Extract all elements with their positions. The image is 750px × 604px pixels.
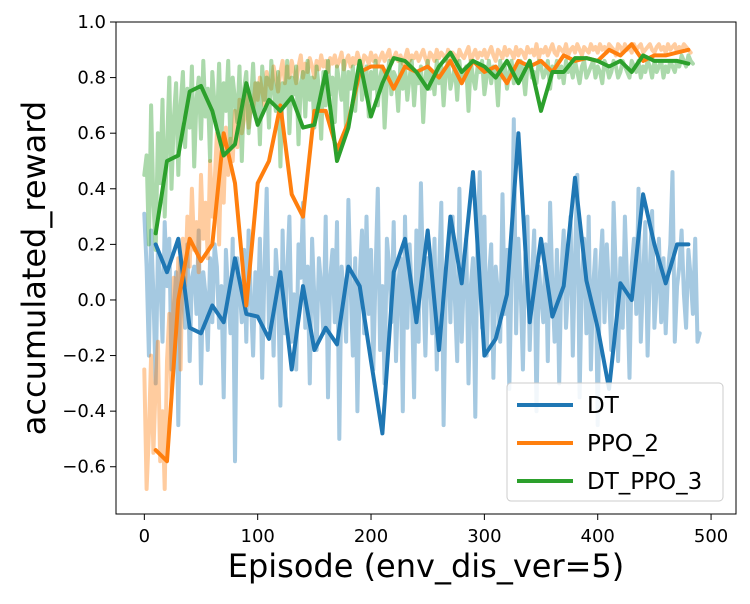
y-tick-label: 0.2 xyxy=(77,234,106,255)
y-tick-label: 1.0 xyxy=(77,12,106,33)
x-tick-label: 0 xyxy=(139,526,150,547)
smooth-line-ppo-2 xyxy=(153,42,691,464)
x-tick-label: 100 xyxy=(241,526,275,547)
x-axis-label: Episode (env_dis_ver=5) xyxy=(228,547,625,585)
x-tick-label: 200 xyxy=(354,526,388,547)
y-tick-label: −0.2 xyxy=(62,346,106,367)
x-tick-label: 300 xyxy=(467,526,501,547)
y-tick-label: −0.4 xyxy=(62,401,106,422)
y-tick-label: 0.0 xyxy=(77,290,106,311)
y-tick-label: 0.8 xyxy=(77,68,106,89)
smoothed-series-layer xyxy=(153,42,691,464)
legend: DT PPO_2 DT_PPO_3 xyxy=(506,382,724,502)
y-tick-label: 0.6 xyxy=(77,123,106,144)
y-tick-label: −0.6 xyxy=(62,457,106,478)
y-tick-label: 0.4 xyxy=(77,179,106,200)
legend-label-dt: DT xyxy=(587,393,620,419)
raw-line-dt xyxy=(142,117,702,464)
y-axis-ticks: −0.6 −0.4 −0.2 0.0 0.2 0.4 0.6 0.8 1.0 xyxy=(62,12,116,478)
raw-line-dt-ppo-3 xyxy=(142,53,695,252)
raw-series-layer xyxy=(142,42,702,491)
smooth-line-dt-ppo-3 xyxy=(153,50,691,236)
x-tick-label: 400 xyxy=(581,526,615,547)
legend-label-dt-ppo-3: DT_PPO_3 xyxy=(587,469,702,495)
legend-label-ppo-2: PPO_2 xyxy=(587,431,659,457)
x-axis-ticks: 0 100 200 300 400 500 xyxy=(139,514,728,547)
x-tick-label: 500 xyxy=(694,526,728,547)
y-axis-label: accumulated_reward xyxy=(15,101,53,435)
raw-line-ppo-2 xyxy=(142,42,693,491)
legend-box xyxy=(506,382,724,502)
plot-frame xyxy=(115,21,737,515)
